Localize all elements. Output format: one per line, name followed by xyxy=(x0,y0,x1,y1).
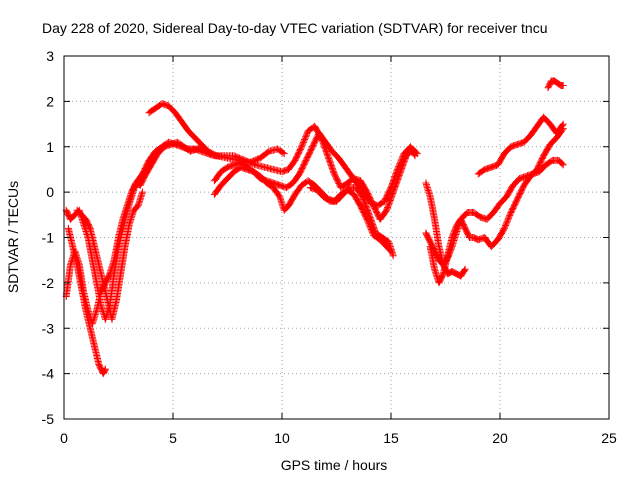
series-track-h xyxy=(306,184,397,260)
y-tick-label: 2 xyxy=(46,93,54,109)
series-track-g xyxy=(210,129,419,210)
marker-trace xyxy=(544,77,567,92)
series-track-d xyxy=(73,188,146,323)
x-tick-label: 5 xyxy=(169,430,177,446)
x-tick-label: 20 xyxy=(492,430,508,446)
y-tick-label: -5 xyxy=(42,411,55,427)
marker-trace xyxy=(474,113,567,178)
y-tick-label: -4 xyxy=(42,366,55,382)
x-tick-labels: 0 5 10 15 20 25 xyxy=(60,430,617,446)
chart-title: Day 228 of 2020, Sidereal Day-to-day VTE… xyxy=(42,20,548,36)
y-tick-label: -2 xyxy=(42,275,55,291)
data-points xyxy=(62,77,567,378)
y-axis-label: SDTVAR / TECUs xyxy=(5,181,21,293)
series-track-e xyxy=(145,100,288,167)
x-tick-label: 10 xyxy=(274,430,290,446)
y-tick-label: 1 xyxy=(46,139,54,155)
series-track-c xyxy=(64,224,109,378)
y-tick-labels: -5 -4 -3 -2 -1 0 1 2 3 xyxy=(42,48,55,427)
y-tick-label: 3 xyxy=(46,48,54,64)
marker-trace xyxy=(306,184,397,260)
marker-trace xyxy=(426,125,567,287)
series-track-j xyxy=(422,156,567,269)
axis-ticks xyxy=(63,55,610,420)
y-tick-label: 0 xyxy=(46,184,54,200)
x-tick-label: 15 xyxy=(383,430,399,446)
series-track-k xyxy=(426,125,567,287)
marker-trace xyxy=(422,156,567,269)
marker-trace xyxy=(145,100,288,167)
series-track-l xyxy=(474,113,567,178)
y-tick-label: -3 xyxy=(42,320,55,336)
grid xyxy=(64,56,609,419)
marker-trace xyxy=(210,129,419,210)
x-tick-label: 0 xyxy=(60,430,68,446)
x-tick-label: 25 xyxy=(601,430,617,446)
marker-trace xyxy=(73,188,146,323)
marker-trace xyxy=(64,224,109,378)
series-track-m xyxy=(544,77,567,92)
x-axis-label: GPS time / hours xyxy=(281,457,388,473)
y-tick-label: -1 xyxy=(42,230,55,246)
